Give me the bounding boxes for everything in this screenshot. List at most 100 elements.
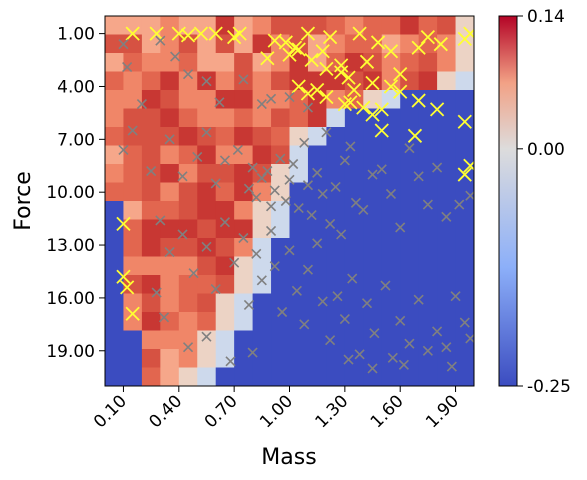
scatter-point bbox=[330, 181, 341, 192]
heatmap-cell bbox=[344, 182, 364, 202]
heatmap-cell bbox=[326, 182, 346, 202]
heatmap-cell bbox=[160, 34, 180, 54]
scatter-point bbox=[170, 51, 181, 62]
heatmap-cell bbox=[363, 293, 383, 313]
heatmap-cell bbox=[418, 127, 438, 147]
scatter-point bbox=[312, 167, 323, 178]
heatmap-cell bbox=[400, 108, 420, 128]
heatmap-cell bbox=[455, 367, 474, 386]
heatmap-cell bbox=[289, 71, 309, 91]
heatmap-cell bbox=[437, 201, 457, 221]
heatmap-cell bbox=[215, 312, 235, 332]
heatmap-cell bbox=[455, 256, 474, 276]
scatter-point bbox=[284, 245, 295, 256]
heatmap-cell bbox=[437, 164, 457, 184]
heatmap-cell bbox=[455, 53, 474, 73]
scatter-point bbox=[219, 155, 230, 166]
y-tick-label: 4.00 bbox=[57, 77, 95, 97]
heatmap-cell bbox=[234, 238, 254, 258]
scatter-point bbox=[247, 162, 258, 173]
heatmap-cell bbox=[141, 312, 161, 332]
scatter-point bbox=[319, 61, 334, 76]
heatmap-cell bbox=[271, 330, 291, 350]
heatmap-cell bbox=[326, 201, 346, 221]
heatmap-cell bbox=[400, 127, 420, 147]
heatmap-cell bbox=[252, 90, 272, 110]
heatmap-cell bbox=[178, 53, 198, 73]
heatmap-cell bbox=[326, 293, 346, 313]
heatmap-cell bbox=[271, 164, 291, 184]
heatmap-cell bbox=[326, 330, 346, 350]
scatter-point bbox=[369, 328, 380, 339]
scatter-point bbox=[393, 67, 408, 82]
heatmap-cell bbox=[252, 71, 272, 91]
heatmap-cell bbox=[363, 182, 383, 202]
heatmap-cell bbox=[271, 367, 291, 386]
scatter-point bbox=[116, 269, 131, 284]
heatmap-cell bbox=[141, 293, 161, 313]
heatmap-cell bbox=[234, 182, 254, 202]
scatter-point bbox=[457, 114, 472, 129]
heatmap-cell bbox=[141, 164, 161, 184]
scatter-point bbox=[465, 333, 474, 344]
heatmap-cell bbox=[455, 90, 474, 110]
y-tick-label: 19.00 bbox=[46, 342, 95, 362]
heatmap-cell bbox=[105, 71, 125, 91]
heatmap-cell bbox=[381, 182, 401, 202]
heatmap-cell bbox=[271, 238, 291, 258]
heatmap-cell bbox=[326, 71, 346, 91]
scatter-point bbox=[365, 107, 380, 122]
heatmap-cell bbox=[437, 145, 457, 165]
heatmap-cell bbox=[178, 201, 198, 221]
heatmap-cell bbox=[363, 71, 383, 91]
scatter-point bbox=[188, 268, 199, 279]
scatter-point bbox=[345, 141, 356, 152]
heatmap-cell bbox=[326, 349, 346, 369]
heatmap-cell bbox=[160, 90, 180, 110]
heatmap-cell bbox=[141, 367, 161, 386]
scatter-point bbox=[291, 79, 306, 94]
heatmap-cell bbox=[160, 293, 180, 313]
heatmap-cell bbox=[381, 145, 401, 165]
scatter-point bbox=[269, 261, 280, 272]
scatter-point bbox=[321, 127, 332, 138]
scatter-point bbox=[229, 257, 240, 268]
heatmap-cell bbox=[141, 256, 161, 276]
y-tick-label: 10.00 bbox=[46, 183, 95, 203]
heatmap-cell bbox=[307, 256, 327, 276]
x-axis-title: Mass bbox=[261, 445, 316, 470]
scatter-point bbox=[284, 174, 295, 185]
scatter-point bbox=[334, 58, 349, 73]
heatmap-cell bbox=[400, 256, 420, 276]
scatter-point bbox=[238, 74, 249, 85]
heatmap-cell bbox=[234, 330, 254, 350]
scatter-point bbox=[201, 241, 212, 252]
heatmap-cell bbox=[307, 238, 327, 258]
heatmap-cell bbox=[307, 219, 327, 239]
heatmap-cell bbox=[289, 201, 309, 221]
scatter-point bbox=[383, 44, 399, 59]
scatter-point bbox=[155, 215, 166, 226]
heatmap-cell bbox=[252, 127, 272, 147]
scatter-point bbox=[429, 102, 445, 117]
heatmap-cell bbox=[178, 145, 198, 165]
heatmap-cell bbox=[197, 330, 217, 350]
heatmap-cell bbox=[123, 293, 143, 313]
scatter-point bbox=[127, 125, 138, 136]
heatmap-cell bbox=[215, 219, 235, 239]
heatmap-cell bbox=[344, 256, 364, 276]
heatmap-cell bbox=[105, 219, 125, 239]
heatmap-cell bbox=[215, 256, 235, 276]
scatter-point bbox=[247, 347, 258, 358]
heatmap-cell bbox=[344, 108, 364, 128]
heatmap-cell bbox=[123, 34, 143, 54]
heatmap-cell bbox=[215, 238, 235, 258]
heatmap-cell bbox=[197, 256, 217, 276]
heatmap-cell bbox=[271, 312, 291, 332]
heatmap-cell bbox=[437, 71, 457, 91]
scatter-point bbox=[343, 95, 358, 110]
scatter-point bbox=[354, 349, 365, 360]
scatter-point bbox=[278, 35, 293, 50]
heatmap-cell bbox=[160, 108, 180, 128]
scatter-point bbox=[158, 312, 170, 323]
